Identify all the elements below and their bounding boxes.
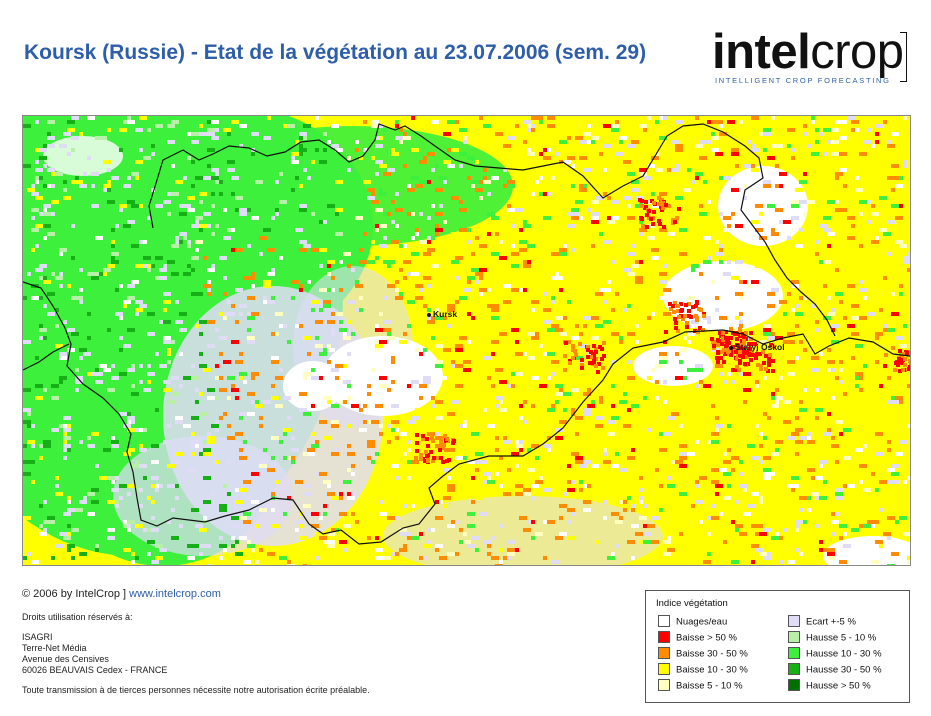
- logo-bracket: [900, 32, 907, 82]
- website-link[interactable]: www.intelcrop.com: [129, 588, 221, 600]
- legend-swatch: [658, 647, 670, 659]
- legend-swatch: [658, 679, 670, 691]
- address-line-2: Terre-Net Média: [22, 643, 87, 653]
- legend-item-hausse-30-50: Hausse 30 - 50 %: [788, 663, 882, 676]
- legend-label: Hausse > 50 %: [806, 680, 871, 692]
- address-line-3: Avenue des Censives: [22, 654, 109, 664]
- legend-title: Indice végétation: [656, 598, 728, 609]
- address-line-1: ISAGRI: [22, 632, 53, 642]
- legend-item-nuages: Nuages/eau: [658, 615, 728, 628]
- city-dot: [729, 345, 733, 350]
- transmission-notice: Toute transmission à de tierces personne…: [22, 685, 370, 695]
- legend-swatch: [788, 631, 800, 643]
- vegetation-raster: [23, 116, 910, 565]
- city-dot: [427, 312, 431, 317]
- legend-item-hausse-5-10: Hausse 5 - 10 %: [788, 631, 877, 644]
- page-title: Koursk (Russie) - Etat de la végétation …: [24, 41, 647, 64]
- address-line-4: 60026 BEAUVAIS Cedex - FRANCE: [22, 665, 168, 675]
- legend-label: Hausse 10 - 30 %: [806, 648, 882, 660]
- intelcrop-logo: intelcrop INTELLIGENT CROP FORECASTING: [712, 26, 912, 90]
- legend-label: Baisse 30 - 50 %: [676, 648, 748, 660]
- legend-item-baisse-50: Baisse > 50 %: [658, 631, 737, 644]
- legend-label: Hausse 30 - 50 %: [806, 664, 882, 676]
- rights-text: Droits utilisation réservés à:: [22, 612, 133, 622]
- legend-item-baisse-30-50: Baisse 30 - 50 %: [658, 647, 748, 660]
- copyright-line: © 2006 by IntelCrop ] www.intelcrop.com: [22, 588, 221, 600]
- logo-word-light: crop: [810, 25, 904, 79]
- legend-label: Baisse 10 - 30 %: [676, 664, 748, 676]
- legend-swatch: [658, 663, 670, 675]
- city-staryj-oskol-label: Staryj Oskol: [735, 342, 785, 352]
- logo-tagline: INTELLIGENT CROP FORECASTING: [715, 76, 891, 85]
- legend-item-baisse-10-30: Baisse 10 - 30 %: [658, 663, 748, 676]
- legend-item-hausse-10-30: Hausse 10 - 30 %: [788, 647, 882, 660]
- region-border-west: [23, 343, 70, 371]
- vegetation-map: Kursk Staryj Oskol: [22, 115, 911, 566]
- city-kursk-label: Kursk: [433, 309, 458, 319]
- legend-swatch: [788, 615, 800, 627]
- region-border: [23, 281, 910, 545]
- copyright-text: © 2006 by IntelCrop ]: [22, 588, 127, 600]
- legend-label: Baisse 5 - 10 %: [676, 680, 743, 692]
- legend-item-ecart: Ecart +-5 %: [788, 615, 856, 628]
- city-staryj-oskol: Staryj Oskol: [729, 342, 785, 352]
- legend-label: Hausse 5 - 10 %: [806, 632, 877, 644]
- city-kursk: Kursk: [427, 309, 457, 319]
- legend-swatch: [788, 647, 800, 659]
- legend-swatch: [658, 615, 670, 627]
- legend-label: Baisse > 50 %: [676, 632, 737, 644]
- logo-wordmark: intelcrop: [712, 26, 904, 78]
- logo-word-bold: intel: [712, 25, 811, 79]
- legend-item-baisse-5-10: Baisse 5 - 10 %: [658, 679, 743, 692]
- legend-label: Nuages/eau: [676, 616, 728, 628]
- legend-swatch: [788, 663, 800, 675]
- legend-label: Ecart +-5 %: [806, 616, 856, 628]
- legend-swatch: [788, 679, 800, 691]
- legend-swatch: [658, 631, 670, 643]
- legend-box: Indice végétation Nuages/eau Baisse > 50…: [645, 590, 910, 703]
- region-border-north: [148, 123, 836, 337]
- legend-item-hausse-50: Hausse > 50 %: [788, 679, 871, 692]
- map-canvas: [23, 116, 910, 565]
